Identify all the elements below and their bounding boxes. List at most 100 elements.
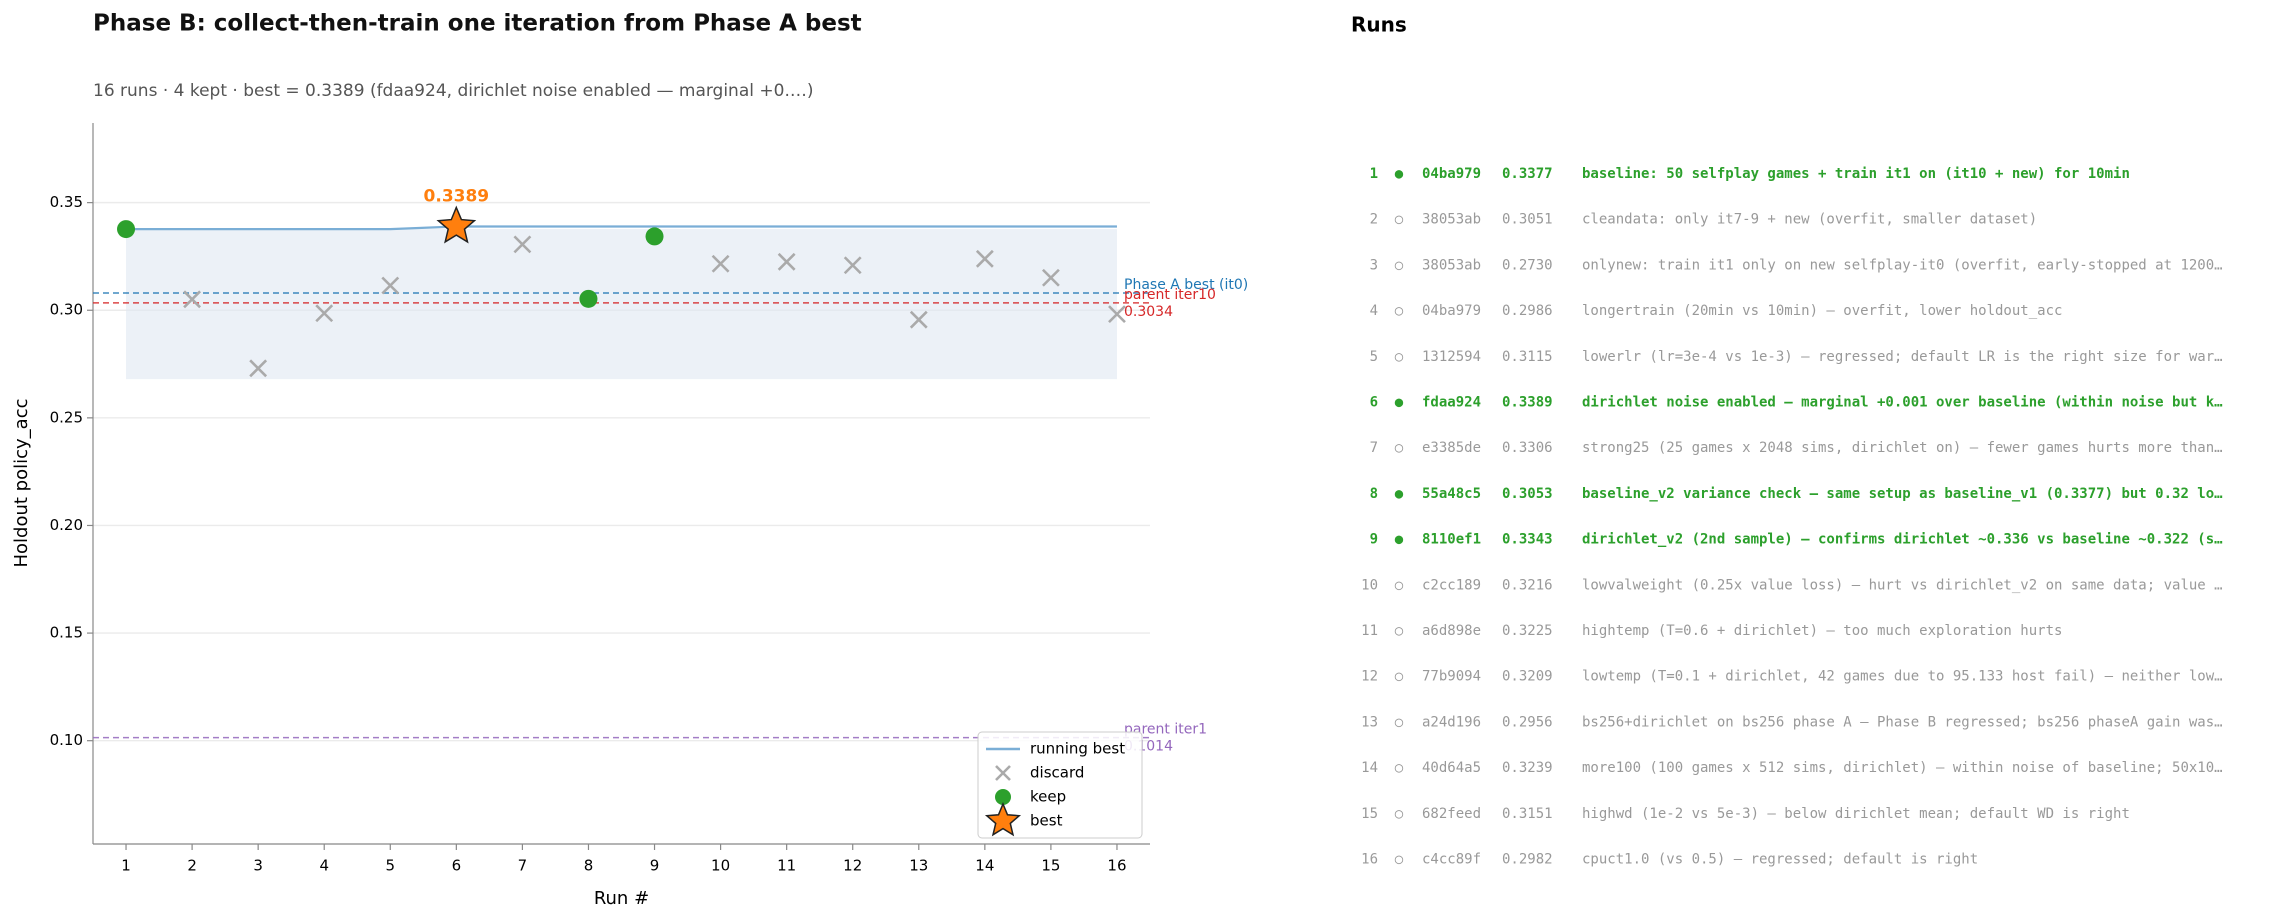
run-index: 14 <box>1361 760 1378 776</box>
run-hash: 38053ab <box>1422 212 1481 228</box>
discard-marker <box>513 235 532 254</box>
run-status: ● <box>1395 486 1404 502</box>
run-score: 0.2982 <box>1502 852 1553 868</box>
x-tick-label: 12 <box>843 857 862 875</box>
run-score: 0.3216 <box>1502 577 1553 593</box>
discard-marker <box>909 310 928 329</box>
run-hash: c4cc89f <box>1422 852 1481 868</box>
value-label: 0.3389 <box>424 187 490 207</box>
run-status: ○ <box>1395 806 1404 822</box>
run-status: ○ <box>1395 349 1404 365</box>
run-score: 0.2986 <box>1502 303 1553 319</box>
run-index: 15 <box>1361 806 1378 822</box>
run-hash: e3385de <box>1422 440 1481 456</box>
legend-label: keep <box>1030 788 1066 806</box>
discard-marker <box>975 249 994 268</box>
run-score: 0.3306 <box>1502 440 1553 456</box>
reference-label: parent iter10 <box>1124 287 1216 303</box>
run-status: ● <box>1395 395 1404 411</box>
run-index: 11 <box>1361 623 1378 639</box>
discard-marker <box>183 290 202 309</box>
run-description: bs256+dirichlet on bs256 phase A — Phase… <box>1582 714 2223 730</box>
discard-marker <box>381 276 400 295</box>
run-score: 0.2730 <box>1502 257 1553 273</box>
x-tick-label: 13 <box>909 857 928 875</box>
y-tick-label: 0.30 <box>50 301 83 319</box>
run-status: ○ <box>1395 577 1404 593</box>
run-index: 1 <box>1370 166 1378 182</box>
keep-marker <box>995 789 1011 805</box>
x-tick-label: 4 <box>319 857 329 875</box>
discard-marker <box>249 359 268 378</box>
run-index: 8 <box>1370 486 1378 502</box>
y-tick-label: 0.20 <box>50 516 83 534</box>
x-tick-label: 3 <box>253 857 263 875</box>
run-description: onlynew: train it1 only on new selfplay-… <box>1582 257 2223 273</box>
run-status: ○ <box>1395 760 1404 776</box>
discard-marker <box>1108 305 1126 324</box>
run-description: dirichlet noise enabled — marginal +0.00… <box>1582 395 2223 411</box>
x-tick-label: 5 <box>386 857 396 875</box>
run-score: 0.3051 <box>1502 212 1553 228</box>
run-hash: 8110ef1 <box>1422 532 1481 548</box>
run-index: 2 <box>1370 212 1378 228</box>
x-tick-label: 11 <box>777 857 796 875</box>
x-tick-label: 10 <box>711 857 730 875</box>
run-description: lowerlr (lr=3e-4 vs 1e-3) — regressed; d… <box>1582 349 2223 365</box>
run-description: lowtemp (T=0.1 + dirichlet, 42 games due… <box>1582 669 2223 685</box>
run-hash: fdaa924 <box>1422 395 1481 411</box>
run-hash: a6d898e <box>1422 623 1481 639</box>
run-hash: 40d64a5 <box>1422 760 1481 776</box>
run-status: ○ <box>1395 257 1404 273</box>
run-score: 0.3239 <box>1502 760 1553 776</box>
discard-marker <box>315 304 334 323</box>
x-tick-label: 9 <box>650 857 660 875</box>
run-description: hightemp (T=0.6 + dirichlet) — too much … <box>1582 623 2062 639</box>
x-tick-label: 6 <box>452 857 462 875</box>
y-tick-label: 0.35 <box>50 193 83 211</box>
legend-box <box>977 731 1143 839</box>
discard-marker <box>777 252 796 271</box>
running-best-line <box>126 225 1117 231</box>
keep-marker <box>117 220 136 239</box>
run-score: 0.2956 <box>1502 714 1553 730</box>
x-tick-label: 8 <box>584 857 594 875</box>
legend-label: discard <box>1030 764 1084 782</box>
run-status: ○ <box>1395 852 1404 868</box>
run-index: 5 <box>1370 349 1378 365</box>
run-description: more100 (100 games x 512 sims, dirichlet… <box>1582 760 2223 776</box>
legend-label: best <box>1030 812 1063 830</box>
run-description: longertrain (20min vs 10min) — overfit, … <box>1582 303 2062 319</box>
y-tick-label: 0.15 <box>50 624 83 642</box>
run-hash: 38053ab <box>1422 257 1481 273</box>
reference-label: Phase A best (it0) <box>1124 277 1248 293</box>
discard-marker <box>1041 268 1060 287</box>
run-index: 7 <box>1370 440 1378 456</box>
run-index: 6 <box>1370 395 1378 411</box>
chart-title: Phase B: collect-then-train one iteratio… <box>93 11 862 37</box>
y-axis-label: Holdout policy_acc <box>11 399 32 568</box>
run-score: 0.3053 <box>1502 486 1553 502</box>
run-index: 16 <box>1361 852 1378 868</box>
run-description: baseline_v2 variance check — same setup … <box>1582 486 2223 502</box>
discard-marker <box>843 256 862 275</box>
run-hash: 682feed <box>1422 806 1481 822</box>
run-description: lowvalweight (0.25x value loss) — hurt v… <box>1582 577 2223 593</box>
run-score: 0.3115 <box>1502 349 1553 365</box>
run-index: 9 <box>1370 532 1378 548</box>
discard-marker <box>995 765 1011 781</box>
run-status: ○ <box>1395 440 1404 456</box>
keep-marker <box>579 289 598 308</box>
run-description: baseline: 50 selfplay games + train it1 … <box>1582 166 2130 182</box>
run-score: 0.3151 <box>1502 806 1553 822</box>
run-score: 0.3225 <box>1502 623 1553 639</box>
run-description: highwd (1e-2 vs 5e-3) — below dirichlet … <box>1582 806 2130 822</box>
run-hash: 04ba979 <box>1422 303 1481 319</box>
x-tick-label: 15 <box>1041 857 1060 875</box>
run-description: dirichlet_v2 (2nd sample) — confirms dir… <box>1582 532 2223 548</box>
legend-label: running best <box>1030 740 1125 758</box>
run-index: 4 <box>1370 303 1378 319</box>
run-description: cleandata: only it7-9 + new (overfit, sm… <box>1582 212 2037 228</box>
